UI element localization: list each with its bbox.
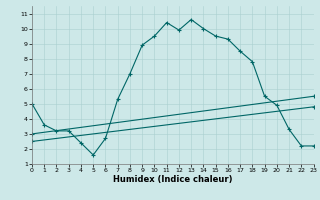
X-axis label: Humidex (Indice chaleur): Humidex (Indice chaleur) [113,175,233,184]
